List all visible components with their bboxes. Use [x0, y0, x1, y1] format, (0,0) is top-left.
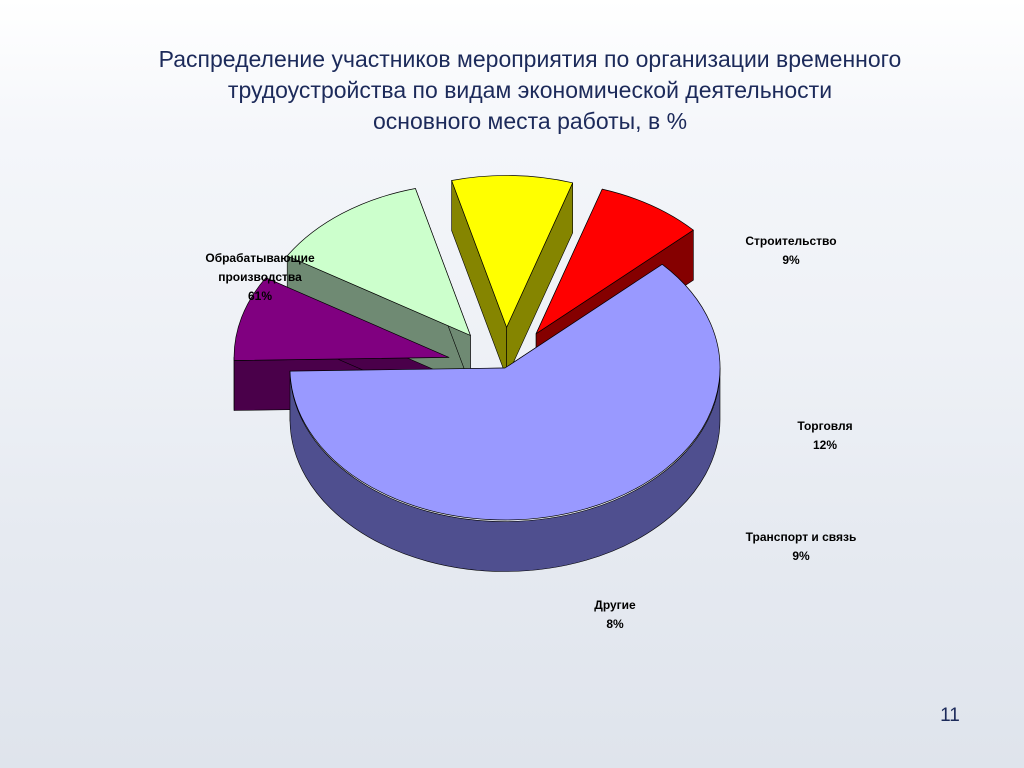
slice-label-name: Торговля [797, 419, 853, 433]
slice-label-value: 8% [606, 617, 624, 631]
pie-slice-transport [451, 175, 574, 328]
slice-label-name: Строительство [745, 234, 837, 248]
title-line: трудоустройства по видам экономической д… [227, 77, 833, 103]
slice-label-value: 9% [792, 549, 810, 563]
title-line: Распределение участников мероприятия по … [158, 46, 902, 72]
label-construction: Строительство 9% [721, 232, 861, 270]
slide-title: Распределение участников мероприятия по … [60, 44, 1000, 137]
label-manufacturing: Обрабатывающие производства 61% [180, 249, 340, 306]
slice-label-name: производства [218, 270, 302, 284]
slice-label-value: 9% [782, 253, 800, 267]
slice-label-value: 61% [247, 289, 273, 303]
slice-label-name: Транспорт и связь [745, 530, 857, 544]
label-other: Другие 8% [565, 596, 665, 634]
page-number: 11 [940, 705, 960, 726]
pie-slice-trade [286, 188, 471, 336]
label-transport: Транспорт и связь 9% [726, 528, 876, 566]
slice-wall-manufacturing [289, 367, 721, 572]
pie-slice-manufacturing [289, 263, 721, 521]
pie-slice-other [535, 188, 694, 335]
label-trade: Торговля 12% [775, 417, 875, 455]
pie-slice-construction [233, 277, 450, 361]
title-line: основного места работы, в % [372, 108, 688, 134]
slice-label-name: Другие [594, 598, 636, 612]
slice-label-name: Обрабатывающие [205, 251, 315, 265]
slice-label-value: 12% [812, 438, 838, 452]
